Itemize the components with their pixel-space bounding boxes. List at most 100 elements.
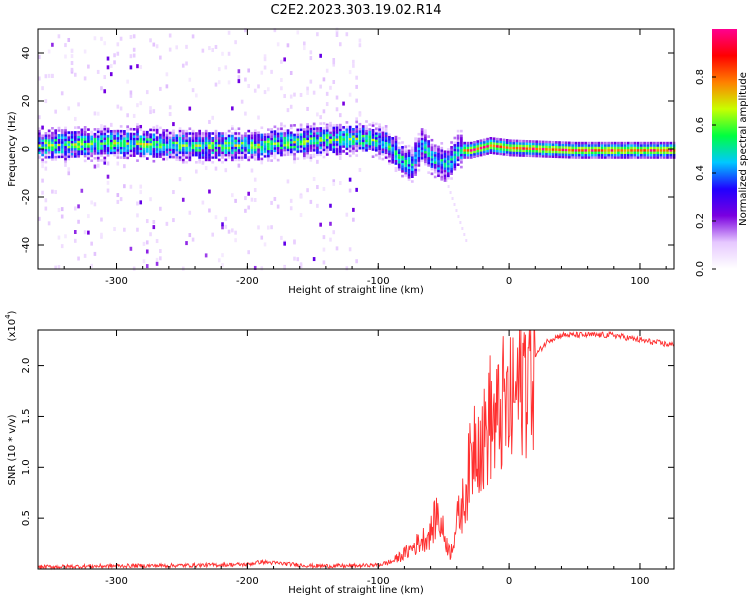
x-tick-label: -300	[105, 576, 128, 587]
spectrogram-cell	[453, 203, 456, 206]
spectrogram-cell	[201, 48, 205, 53]
spectrogram-cell	[142, 130, 146, 134]
spectrogram-cell	[188, 141, 192, 145]
spectrogram-cell	[479, 144, 483, 147]
colorbar-gradient	[712, 29, 737, 269]
spectrogram-cell	[152, 126, 156, 129]
spectrogram-cell	[54, 143, 58, 147]
spectrogram-cell	[361, 144, 365, 147]
spectrogram-cell	[316, 141, 319, 145]
spectrogram-cell	[473, 150, 476, 154]
spectrogram-cell	[646, 141, 650, 145]
spectrogram-cell	[70, 148, 74, 151]
spectrogram-cell	[289, 148, 293, 151]
spectrogram-cell	[227, 30, 231, 35]
spectrogram-cell	[374, 144, 378, 147]
spectrogram-cell	[450, 177, 453, 180]
spectrogram-cell	[420, 156, 424, 160]
spectrogram-cell	[267, 157, 270, 160]
spectrogram-cell	[159, 148, 162, 151]
spectrogram-cell	[162, 143, 166, 147]
spectrogram-cell	[263, 152, 267, 156]
spectrogram-cell	[51, 131, 54, 135]
spectrogram-cell	[528, 149, 532, 153]
spectrogram-cell	[132, 128, 136, 131]
spectrogram-cell	[250, 134, 254, 137]
spectrogram-cell	[551, 145, 555, 149]
spectrogram-cell	[590, 149, 594, 152]
spectrogram-cell	[460, 161, 463, 164]
spectrogram-cell	[613, 153, 617, 157]
spectrogram-cell	[283, 134, 287, 137]
spectrogram-cell	[548, 140, 552, 144]
spectrogram-cell	[96, 153, 100, 158]
spectrogram-cell	[44, 206, 48, 211]
spectrogram-cell	[394, 145, 398, 148]
spectrogram-cell	[355, 120, 359, 124]
spectrogram-cell	[653, 141, 656, 145]
spectrogram-cell	[312, 127, 316, 130]
spectrogram-cell	[502, 153, 506, 156]
spectrogram-cell	[293, 92, 296, 97]
spectrogram-cell	[538, 147, 542, 151]
spectrogram-cell	[659, 156, 663, 159]
spectrogram-cell	[211, 115, 214, 120]
spectrogram-cell	[165, 150, 169, 154]
spectrogram-cell	[587, 149, 591, 152]
spectrogram-cell	[303, 137, 306, 141]
spectrogram-cell	[368, 140, 372, 143]
spectrogram-cell	[214, 149, 218, 152]
spectrogram-cell	[630, 149, 633, 152]
colorbar-tick-label: 0.4	[695, 165, 706, 181]
spectrogram-cell	[528, 154, 532, 158]
spectrogram-cell	[73, 140, 77, 144]
spectrogram-cell	[109, 122, 113, 127]
spectrogram-cell	[64, 162, 67, 167]
spectrogram-cell	[424, 162, 427, 166]
spectrogram-cell	[581, 144, 584, 147]
spectrogram-cell	[424, 136, 427, 140]
spectrogram-cell	[100, 127, 103, 131]
spectrogram-cell	[267, 128, 270, 131]
spectrogram-cell	[217, 134, 221, 138]
spectrogram-cell	[267, 225, 270, 230]
spectrogram-cell	[361, 127, 365, 131]
spectrogram-cell	[149, 128, 152, 132]
spectrogram-cell	[276, 144, 280, 148]
spectrogram-cell	[57, 34, 61, 39]
spectrogram-cell	[149, 150, 152, 153]
spectrogram-cell	[270, 135, 273, 138]
spectrogram-cell	[335, 246, 339, 251]
spectrogram-cell	[329, 131, 332, 135]
spectrogram-cell	[306, 90, 309, 95]
spectrogram-cell	[587, 146, 591, 150]
spectrogram-cell	[139, 149, 143, 153]
spectrogram-cell	[273, 196, 277, 201]
spectrogram-cell	[96, 149, 100, 153]
spectrogram-cell	[388, 133, 391, 136]
spectrogram-cell	[152, 225, 156, 230]
spectrogram-cell	[365, 149, 368, 152]
spectrogram-cell	[643, 151, 646, 154]
spectrogram-cell	[103, 142, 107, 145]
spectrogram-cell	[293, 124, 296, 127]
spectrogram-cell	[64, 141, 67, 144]
spectrogram-cell	[155, 133, 159, 137]
spectrogram-cell	[139, 190, 143, 195]
spectrogram-cell	[77, 131, 80, 134]
spectrogram-cell	[139, 101, 143, 106]
spectrogram-cell	[100, 149, 103, 153]
spectrogram-cell	[175, 148, 179, 152]
spectrogram-cell	[83, 253, 87, 258]
spectrogram-cell	[394, 143, 398, 146]
spectrogram-cell	[64, 148, 67, 151]
spectrogram-cell	[433, 156, 437, 160]
spectrogram-cell	[165, 136, 169, 139]
spectrogram-cell	[303, 142, 306, 146]
spectrogram-cell	[57, 138, 61, 142]
spectrogram-cell	[525, 144, 529, 148]
spectrogram-cell	[532, 147, 535, 151]
spectrogram-cell	[191, 144, 195, 147]
spectrogram-cell	[260, 126, 264, 130]
spectrogram-cell	[410, 151, 414, 154]
